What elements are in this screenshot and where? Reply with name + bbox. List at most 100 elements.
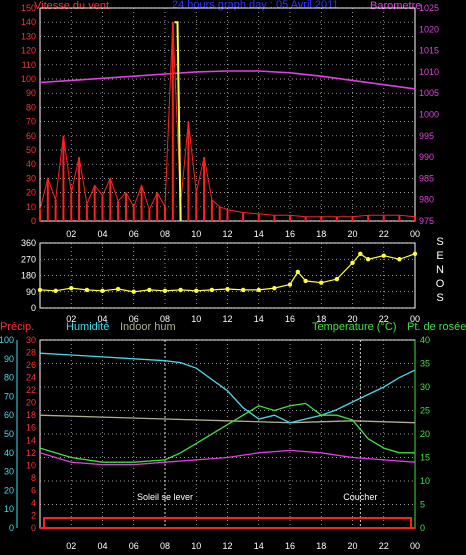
pressure-y-tick: 985 [419,173,434,183]
wind-y-tick: 110 [22,60,36,70]
precip-y-tick: 10 [26,460,36,470]
dir-x-tick: 22 [379,314,389,324]
dir-y-tick: 270 [21,254,36,264]
humidity-y-tick: 30 [4,467,14,477]
temp-y-tick: 30 [420,382,430,392]
dewpoint-label: Pt. de rosée [407,321,466,333]
wind-x-tick: 04 [97,229,107,239]
pressure-y-tick: 1015 [419,46,439,56]
wind-y-tick: 10 [26,202,36,212]
dir-x-tick: 10 [191,314,201,324]
humidity-y-tick: 80 [4,373,14,383]
precip-y-tick: 2 [31,510,36,520]
precip-y-tick: 30 [26,335,36,345]
wind-y-tick: 40 [26,159,36,169]
temp-y-tick: 25 [420,406,430,416]
dir-x-tick: 18 [316,314,326,324]
dir-x-tick: 14 [254,314,264,324]
wind-y-tick: 30 [26,173,36,183]
precip-y-tick: 6 [31,485,36,495]
wind-x-tick: 20 [347,229,357,239]
compass-letter: O [436,278,445,290]
humidity-y-tick: 50 [4,429,14,439]
temp-x-tick: 00 [410,541,420,551]
wind-x-tick: 08 [160,229,170,239]
temperature-line [39,402,415,463]
dir-x-tick: 12 [222,314,232,324]
humidity-line [39,352,416,424]
wind-x-tick: 18 [316,229,326,239]
dir-x-tick: 08 [160,314,170,324]
dir-y-tick: 0 [31,303,36,313]
dir-x-tick: 06 [129,314,139,324]
wind-gust-line [174,21,182,222]
humidity-y-tick: 40 [4,448,14,458]
wind-x-tick: 22 [379,229,389,239]
wind-y-tick: 60 [26,131,36,141]
dir-x-tick: 04 [97,314,107,324]
compass-letter: E [436,250,443,262]
indoor-hum-label: Indoor hum [120,321,176,333]
wind-speed-label: Vitesse du vent [34,0,109,12]
precip-y-tick: 28 [26,348,36,358]
precip-y-tick: 18 [26,410,36,420]
compass-letter: S [436,236,443,248]
humidity-y-tick: 0 [9,523,14,533]
wind-y-tick: 0 [31,216,36,226]
pressure-y-tick: 980 [419,195,434,205]
wind-x-tick: 02 [66,229,76,239]
wind-y-tick: 100 [21,74,36,84]
temp-x-tick: 08 [160,541,170,551]
pressure-y-tick: 1020 [419,24,439,34]
pressure-y-tick: 1005 [419,88,439,98]
pressure-y-tick: 1025 [419,3,439,13]
temp-y-tick: 0 [420,523,425,533]
temp-x-tick: 12 [222,541,232,551]
precip-y-tick: 14 [26,435,36,445]
pressure-y-tick: 1010 [419,67,439,77]
temp-x-tick: 02 [66,541,76,551]
compass-letter: N [436,264,444,276]
dir-x-tick: 20 [347,314,357,324]
wind-y-tick: 50 [26,145,36,155]
chart-title: 24 hours graph day : 05 Avril 2011 [172,0,339,11]
temp-x-tick: 22 [379,541,389,551]
wind-x-tick: 12 [222,229,232,239]
pressure-line [39,70,416,90]
temp-y-tick: 10 [420,476,430,486]
precip-y-tick: 8 [31,473,36,483]
humidity-y-tick: 10 [4,504,14,514]
wind-y-tick: 140 [21,17,36,27]
wind-pressure-frame [39,7,416,222]
humidity-label: Humidité [66,321,109,333]
wind-x-tick: 14 [254,229,264,239]
humidity-y-tick: 20 [4,485,14,495]
pressure-y-tick: 990 [419,152,434,162]
dir-x-tick: 16 [285,314,295,324]
wind-y-tick: 90 [26,88,36,98]
wind-x-tick: 10 [191,229,201,239]
temperature-label: Temperature (°C) [312,321,396,333]
humidity-y-tick: 60 [4,410,14,420]
wind-y-tick: 20 [26,188,36,198]
precip-label: Précip. [0,321,34,333]
temp-x-tick: 06 [129,541,139,551]
wind-y-tick: 70 [26,117,36,127]
wind-x-tick: 00 [410,229,420,239]
precip-y-tick: 16 [26,423,36,433]
wind-y-tick: 130 [21,31,36,41]
temp-y-tick: 20 [420,429,430,439]
temp-y-tick: 5 [420,500,425,510]
humidity-y-tick: 70 [4,391,14,401]
wind-x-tick: 16 [285,229,295,239]
pressure-y-tick: 1000 [419,110,439,120]
pressure-y-tick: 995 [419,131,434,141]
direction-line [39,252,416,293]
wind-y-tick: 120 [21,46,36,56]
barometer-label: Barometre [370,0,421,12]
dir-x-tick: 00 [410,314,420,324]
dir-y-tick: 90 [26,287,36,297]
dir-y-tick: 180 [21,271,36,281]
temp-x-tick: 20 [347,541,357,551]
